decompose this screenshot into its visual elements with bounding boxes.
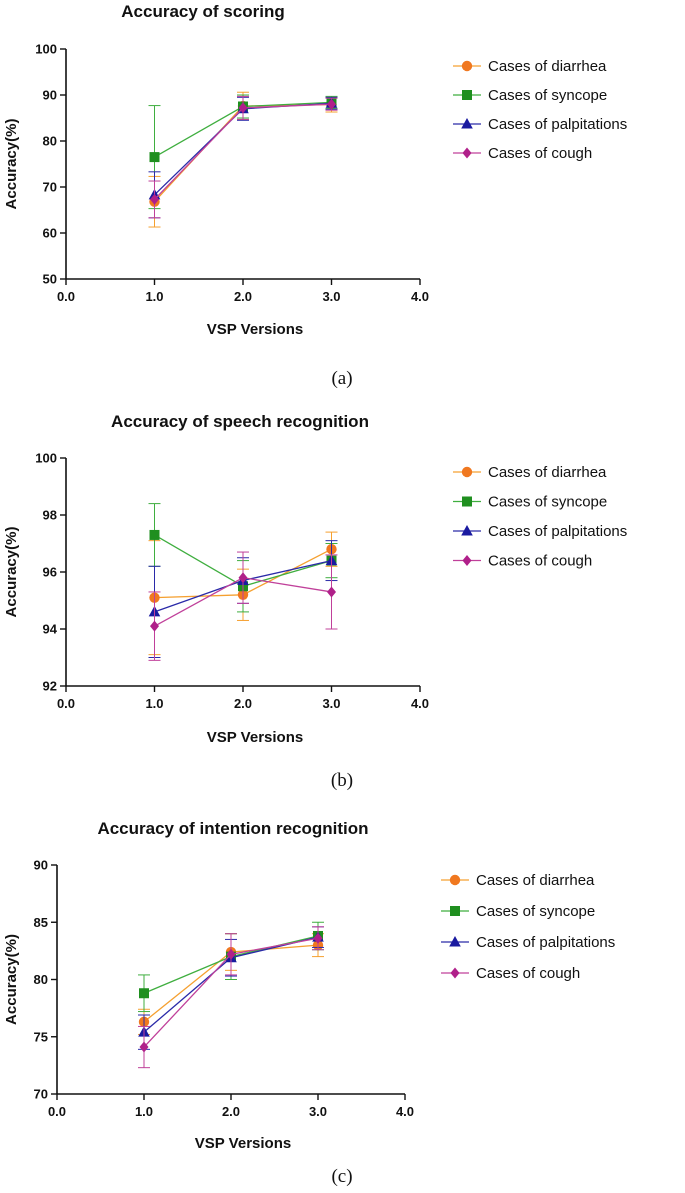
y-tick-label: 100 (35, 451, 57, 466)
data-point (150, 193, 159, 205)
y-tick-label: 98 (43, 508, 57, 523)
legend: Cases of diarrhea Cases of syncope Cases o… (453, 58, 627, 162)
chart-title: Accuracy of scoring (121, 2, 284, 21)
data-point (327, 586, 336, 598)
series-4 (148, 551, 338, 661)
legend: Cases of diarrhea Cases of syncope Cases o… (453, 464, 627, 570)
y-tick-label: 70 (43, 180, 57, 195)
legend-label: Cases of syncope (488, 87, 607, 104)
legend-marker (461, 118, 473, 129)
legend-marker (461, 60, 473, 72)
figure-caption: (b) (331, 770, 353, 791)
y-tick-label: 96 (43, 565, 57, 580)
data-point (150, 620, 159, 632)
y-axis-title: Accuracy(%) (3, 934, 20, 1025)
legend-marker (450, 906, 460, 916)
y-axis-title: Accuracy(%) (3, 119, 20, 210)
legend-marker (450, 967, 460, 979)
legend-marker (462, 555, 472, 566)
data-point (226, 948, 236, 960)
y-tick-label: 70 (34, 1087, 48, 1102)
x-axis-title: VSP Versions (207, 729, 303, 746)
x-tick-label: 2.0 (234, 289, 252, 304)
x-tick-label: 4.0 (396, 1104, 414, 1119)
x-tick-label: 1.0 (145, 696, 163, 711)
legend-label: Cases of diarrhea (488, 58, 607, 75)
x-tick-label: 3.0 (322, 696, 340, 711)
y-tick-label: 60 (43, 226, 57, 241)
data-point (313, 932, 323, 944)
legend-marker (449, 874, 461, 886)
x-axis-title: VSP Versions (195, 1135, 291, 1152)
x-tick-label: 0.0 (57, 289, 75, 304)
x-tick-label: 0.0 (48, 1104, 66, 1119)
y-tick-label: 80 (34, 972, 48, 987)
legend-marker (461, 525, 473, 536)
legend-label: Cases of cough (488, 145, 592, 162)
legend-label: Cases of syncope (488, 494, 607, 511)
x-axis-title: VSP Versions (207, 321, 303, 338)
data-point (139, 988, 149, 999)
x-tick-label: 4.0 (411, 289, 429, 304)
data-point (149, 152, 160, 163)
data-point (238, 572, 248, 584)
legend-marker (462, 496, 472, 507)
y-tick-label: 90 (43, 88, 57, 103)
legend-marker (461, 466, 473, 478)
series-4 (138, 926, 324, 1069)
legend-label: Cases of diarrhea (476, 872, 595, 889)
legend-marker (449, 936, 461, 947)
data-point (139, 1041, 149, 1053)
chart-title: Accuracy of intention recognition (97, 819, 368, 838)
legend-label: Cases of palpitations (488, 523, 627, 540)
data-point (149, 529, 160, 540)
legend-marker (462, 90, 472, 100)
y-tick-label: 80 (43, 134, 57, 149)
y-axis-title: Accuracy(%) (3, 527, 20, 618)
y-tick-label: 100 (35, 42, 57, 57)
x-tick-label: 1.0 (145, 289, 163, 304)
x-tick-label: 1.0 (135, 1104, 153, 1119)
chart-title: Accuracy of speech recognition (111, 412, 369, 431)
legend-label: Cases of palpitations (476, 934, 615, 951)
data-point (238, 102, 248, 114)
x-tick-label: 2.0 (222, 1104, 240, 1119)
chart-3: Accuracy of intention recognition 70 75 80 8… (3, 819, 615, 1187)
y-tick-label: 92 (43, 679, 57, 694)
x-tick-label: 3.0 (309, 1104, 327, 1119)
data-point (327, 98, 336, 110)
x-tick-label: 4.0 (411, 696, 429, 711)
legend-label: Cases of diarrhea (488, 464, 607, 481)
legend: Cases of diarrhea Cases of syncope Cases o… (441, 872, 615, 982)
y-tick-label: 75 (34, 1029, 48, 1044)
legend-label: Cases of cough (476, 965, 580, 982)
figure-caption: (a) (331, 368, 352, 389)
legend-label: Cases of cough (488, 553, 592, 570)
y-tick-label: 94 (43, 622, 58, 637)
chart-2: Accuracy of speech recognition 92 94 96 98 10… (3, 412, 627, 791)
y-tick-label: 50 (43, 272, 57, 287)
legend-label: Cases of palpitations (488, 116, 627, 133)
legend-label: Cases of syncope (476, 903, 595, 920)
legend-marker (462, 147, 472, 159)
figure-caption: (c) (331, 1166, 352, 1187)
x-tick-label: 3.0 (322, 289, 340, 304)
chart-1: Accuracy of scoring 50 60 70 80 90 100 0.0 1.0 2.… (3, 2, 627, 389)
y-tick-label: 90 (34, 858, 48, 873)
x-tick-label: 0.0 (57, 696, 75, 711)
series-4 (148, 95, 338, 219)
y-tick-label: 85 (34, 915, 48, 930)
x-tick-label: 2.0 (234, 696, 252, 711)
